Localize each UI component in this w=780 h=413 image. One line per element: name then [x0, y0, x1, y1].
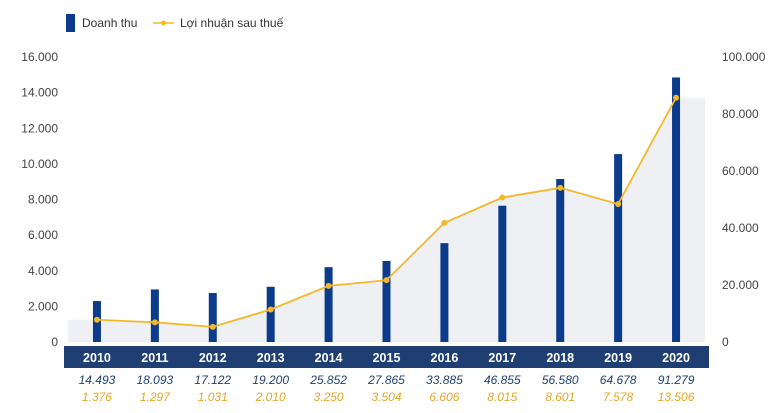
profit-point: [673, 94, 680, 101]
left-tick-label: 12.000: [21, 121, 58, 135]
left-tick-label: 14.000: [21, 86, 58, 100]
legend-bar-swatch: [66, 14, 75, 32]
profit-point: [151, 319, 158, 326]
left-tick-label: 0: [51, 335, 58, 349]
revenue-bar: [150, 289, 159, 342]
revenue-row: 14.493 18.093 17.122 19.200 25.852 27.865 33.8…: [79, 373, 695, 387]
left-tick-label: 4.000: [28, 264, 58, 278]
left-tick-label: 16.000: [21, 50, 58, 64]
revenue-value-label: 56.580: [542, 373, 579, 387]
right-tick-label: 60.000: [722, 164, 759, 178]
left-tick-label: 6.000: [28, 228, 58, 242]
year-label: 2020: [662, 351, 690, 365]
profit-value-label: 8.015: [487, 390, 517, 404]
left-tick-label: 10.000: [21, 157, 58, 171]
left-tick-label: 8.000: [28, 193, 58, 207]
revenue-value-label: 27.865: [367, 373, 405, 387]
year-band-bg: [64, 346, 709, 368]
year-label: 2017: [488, 351, 516, 365]
revenue-value-label: 14.493: [79, 373, 116, 387]
profit-value-label: 1.297: [140, 390, 171, 404]
right-tick-label: 20.000: [722, 278, 759, 292]
profit-value-label: 6.606: [429, 390, 459, 404]
legend: Doanh thu Lợi nhuận sau thuế: [66, 14, 284, 32]
year-band: 2010 2011 2012 2013 2014 2015 2016 2017 2018 2019…: [64, 346, 709, 368]
revenue-bar: [498, 205, 507, 342]
year-label: 2015: [373, 351, 401, 365]
revenue-value-label: 18.093: [137, 373, 174, 387]
profit-line: [93, 94, 680, 330]
right-tick-label: 0: [722, 335, 729, 349]
revenue-bars: [92, 77, 681, 342]
revenue-value-label: 46.855: [484, 373, 521, 387]
year-label: 2012: [199, 351, 227, 365]
year-label: 2013: [257, 351, 285, 365]
profit-point: [325, 282, 332, 289]
revenue-value-label: 17.122: [194, 373, 231, 387]
revenue-value-label: 91.279: [658, 373, 695, 387]
profit-value-label: 1.031: [198, 390, 228, 404]
year-label: 2014: [315, 351, 343, 365]
profit-point: [93, 316, 100, 323]
profit-row: 1.376 1.297 1.031 2.010 3.250 3.504 6.606 8.015…: [82, 390, 695, 404]
profit-value-label: 13.506: [658, 390, 695, 404]
profit-value-label: 7.578: [603, 390, 633, 404]
revenue-value-label: 25.852: [309, 373, 347, 387]
year-label: 2010: [83, 351, 111, 365]
revenue-value-label: 64.678: [600, 373, 637, 387]
profit-point: [441, 219, 448, 226]
right-tick-label: 100.000: [722, 50, 766, 64]
profit-point: [615, 201, 622, 208]
revenue-bar: [440, 243, 449, 342]
revenue-bar: [556, 179, 565, 342]
revenue-bar: [382, 260, 391, 342]
profit-point: [383, 277, 390, 284]
revenue-value-label: 33.885: [426, 373, 463, 387]
profit-point: [209, 323, 216, 330]
legend-line-marker: [161, 20, 166, 26]
profit-area: [68, 97, 705, 342]
right-tick-label: 40.000: [722, 221, 759, 235]
left-axis: 0 2.000 4.000 6.000 8.000 10.000 12.000 14.000 1…: [21, 50, 58, 349]
right-axis: 0 20.000 40.000 60.000 80.000 100.000: [722, 50, 766, 349]
year-label: 2011: [141, 351, 168, 365]
legend-label-revenue: Doanh thu: [82, 16, 137, 30]
profit-value-label: 8.601: [545, 390, 575, 404]
revenue-value-label: 19.200: [252, 373, 289, 387]
revenue-bar: [614, 154, 623, 342]
year-label: 2016: [431, 351, 459, 365]
profit-point: [499, 194, 506, 201]
year-label: 2018: [546, 351, 574, 365]
profit-point: [557, 184, 564, 191]
profit-value-label: 2.010: [255, 390, 286, 404]
profit-value-label: 3.250: [314, 390, 344, 404]
profit-area-fill: [68, 97, 705, 342]
left-tick-label: 2.000: [28, 299, 58, 313]
profit-point: [267, 306, 274, 313]
revenue-bar: [266, 286, 275, 342]
year-label: 2019: [604, 351, 632, 365]
revenue-bar: [672, 77, 681, 342]
right-tick-label: 80.000: [722, 107, 759, 121]
revenue-bar: [208, 293, 217, 342]
profit-value-label: 3.504: [371, 390, 401, 404]
profit-value-label: 1.376: [82, 390, 112, 404]
revenue-bar: [324, 267, 333, 342]
legend-label-profit: Lợi nhuận sau thuế: [180, 16, 284, 30]
